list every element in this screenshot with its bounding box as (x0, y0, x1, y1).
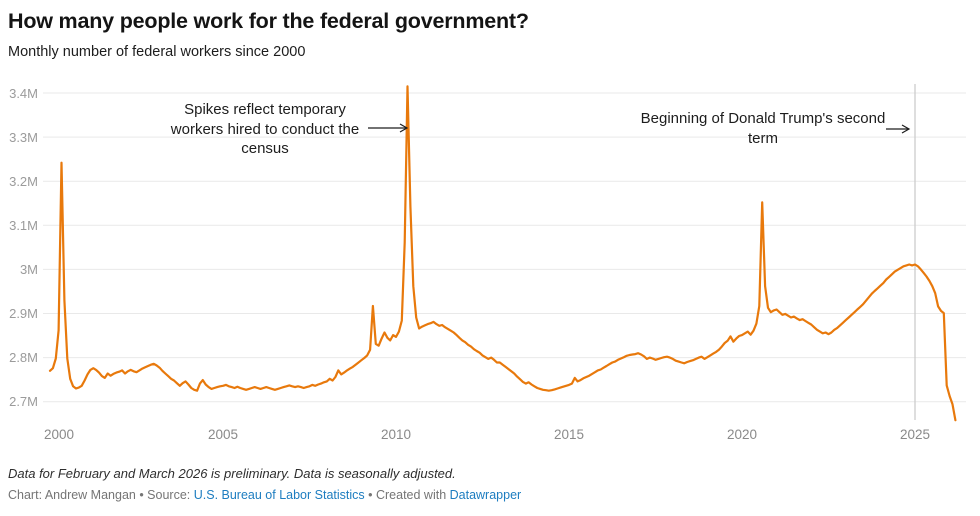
arrow-to-census-spike-icon-head (399, 123, 409, 133)
annotation-census-spikes: Spikes reflect temporary workers hired t… (170, 101, 360, 157)
federal-workers-line (48, 85, 957, 422)
page-subtitle: Monthly number of federal workers since … (8, 44, 306, 60)
arrow-to-trump-term-icon-head (901, 124, 911, 134)
credit-line: Chart: Andrew Mangan • Source: U.S. Bure… (8, 488, 521, 502)
credit-middle-text: • Created with (364, 488, 450, 502)
footnote-preliminary-data: Data for February and March 2026 is prel… (8, 466, 456, 481)
credit-author-text: Chart: Andrew Mangan • Source: (8, 488, 194, 502)
annotation-trump-second-term: Beginning of Donald Trump's second term (640, 110, 886, 147)
page-title: How many people work for the federal gov… (8, 9, 529, 33)
source-link[interactable]: U.S. Bureau of Labor Statistics (193, 488, 365, 502)
datawrapper-link[interactable]: Datawrapper (449, 488, 522, 502)
